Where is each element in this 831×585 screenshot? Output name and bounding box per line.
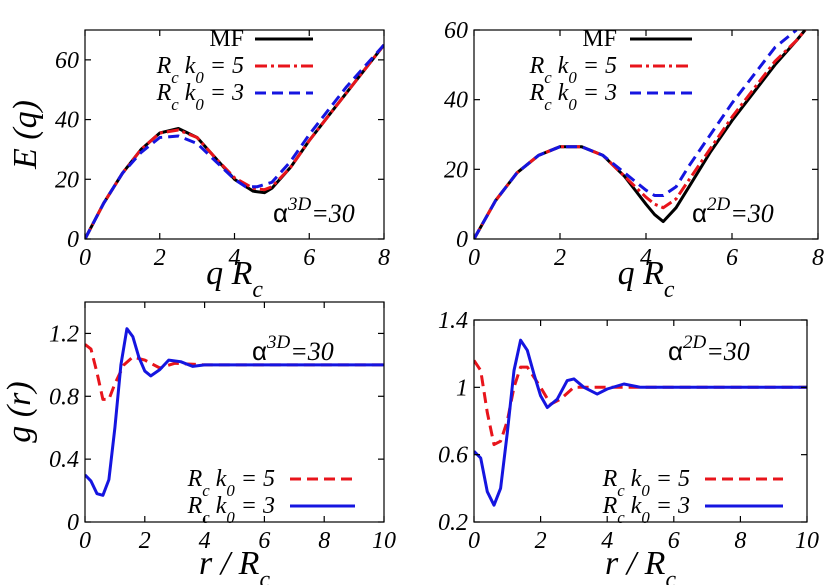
- x-tick-label: 4: [199, 528, 211, 554]
- x-tick-label: 6: [726, 245, 738, 271]
- x-tick-label: 6: [258, 528, 270, 554]
- x-tick-label: 4: [640, 245, 652, 271]
- series-line-3: [474, 30, 798, 239]
- legend: Rc k0 = 5Rc k0 = 3: [187, 466, 355, 527]
- alpha-annotation: α2D=30: [668, 332, 750, 366]
- y-tick-label: 60: [444, 18, 468, 44]
- plot-frame: [473, 319, 808, 523]
- series-line-3: [85, 43, 384, 239]
- y-tick-label: 0: [67, 510, 79, 536]
- x-tick-label: 2: [554, 245, 566, 271]
- x-tick-label: 8: [318, 528, 330, 554]
- x-tick-label: 6: [303, 245, 315, 271]
- y-tick-label: 0.2: [438, 510, 468, 536]
- legend-label-2: Rc k0 = 3: [187, 493, 275, 527]
- y-tick-label: 1.4: [438, 308, 468, 334]
- x-tick-label: 8: [734, 528, 746, 554]
- x-axis-label: r / Rc: [605, 545, 676, 585]
- y-tick-label: 0.8: [49, 384, 79, 410]
- x-tick-label: 8: [812, 245, 824, 271]
- x-tick-label: 0: [79, 245, 91, 271]
- x-tick-label: 0: [79, 528, 91, 554]
- legend-label-2: Rc k0 = 3: [602, 493, 690, 527]
- y-tick-label: 1: [456, 375, 468, 401]
- legend-label-2: Rc k0 = 5: [156, 53, 244, 87]
- y-axis-label: g (r): [1, 381, 38, 442]
- y-tick-label: 20: [55, 167, 79, 193]
- y-tick-label: 1.2: [49, 321, 79, 347]
- x-axis-label: r / Rc: [199, 545, 270, 585]
- x-tick-label: 4: [229, 245, 241, 271]
- x-axis-label: q Rc: [206, 255, 263, 303]
- x-tick-label: 0: [468, 528, 480, 554]
- legend: Rc k0 = 5Rc k0 = 3: [602, 466, 783, 527]
- legend-label-1: Rc k0 = 5: [187, 466, 275, 500]
- x-tick-label: 2: [139, 528, 151, 554]
- x-tick-label: 10: [795, 528, 819, 554]
- y-tick-label: 40: [55, 108, 79, 134]
- y-tick-label: 60: [55, 48, 79, 74]
- series-line-2: [85, 327, 384, 497]
- panel-p4: 0 2 4 6 8 10 0.2 0.6 1 1.4 r / Rc α2D=30 Rc k0 = 5Rc…: [438, 308, 819, 585]
- alpha-annotation: α3D=30: [273, 194, 355, 228]
- y-tick-label: 0.6: [438, 443, 468, 469]
- y-tick-label: 20: [444, 157, 468, 183]
- legend-label-1: MF: [209, 26, 244, 52]
- x-tick-label: 0: [468, 245, 480, 271]
- plot-frame: [84, 301, 385, 523]
- series-line-2: [85, 43, 384, 239]
- legend-label-1: MF: [582, 26, 617, 52]
- legend-label-3: Rc k0 = 3: [529, 80, 617, 114]
- y-tick-label: 0: [67, 227, 79, 253]
- x-tick-label: 6: [668, 528, 680, 554]
- legend-label-1: Rc k0 = 5: [602, 466, 690, 500]
- series-line-2: [474, 338, 807, 507]
- alpha-annotation: α3D=30: [252, 332, 334, 366]
- y-tick-label: 0.4: [49, 447, 79, 473]
- series-line-1: [474, 359, 807, 447]
- legend-label-3: Rc k0 = 3: [156, 80, 244, 114]
- y-axis-label: E (q): [7, 100, 44, 170]
- alpha-annotation: α2D=30: [692, 194, 774, 228]
- series-line-1: [85, 343, 384, 401]
- x-tick-label: 2: [535, 528, 547, 554]
- x-tick-label: 10: [372, 528, 396, 554]
- panel-p3: 0 2 4 6 8 10 0 0.4 0.8 1.2 r / Rc g (r) α3D=30 Rc k0 …: [1, 301, 396, 585]
- x-tick-label: 2: [154, 245, 166, 271]
- x-tick-label: 4: [601, 528, 613, 554]
- legend-label-2: Rc k0 = 5: [529, 53, 617, 87]
- y-tick-label: 40: [444, 88, 468, 114]
- x-tick-label: 8: [378, 245, 390, 271]
- x-axis-label: q Rc: [618, 255, 675, 303]
- y-tick-label: 0: [456, 227, 468, 253]
